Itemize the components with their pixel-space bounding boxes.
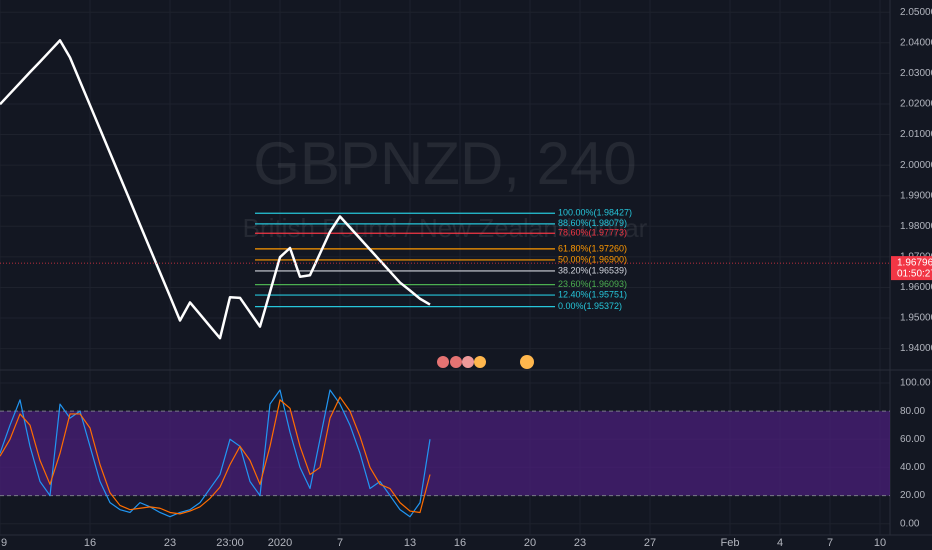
countdown-label: 01:50:27: [897, 269, 932, 280]
event-icon: [462, 356, 474, 368]
event-icons: [437, 355, 534, 369]
y-tick-label: 2.00000: [900, 160, 932, 171]
y-tick-label: 40.00: [900, 462, 925, 473]
y-tick-label: 1.98000: [900, 221, 932, 232]
fib-label: 38.20%(1.96539): [558, 265, 627, 275]
y-tick-label: 20.00: [900, 490, 925, 501]
y-tick-label: 2.01000: [900, 129, 932, 140]
event-icon: [450, 356, 462, 368]
x-tick-label: 10: [874, 537, 886, 549]
fib-label: 61.80%(1.97260): [558, 243, 627, 253]
event-icon: [520, 355, 534, 369]
event-icon: [437, 356, 449, 368]
y-tick-label: 80.00: [900, 406, 925, 417]
x-tick-label: 16: [84, 537, 96, 549]
x-tick-label: 13: [404, 537, 416, 549]
x-tick-label: 20: [524, 537, 536, 549]
x-tick-label: 7: [337, 537, 343, 549]
y-tick-label: 2.04000: [900, 37, 932, 48]
y-tick-label: 2.03000: [900, 68, 932, 79]
y-tick-label: 1.99000: [900, 190, 932, 201]
y-tick-label: 1.95000: [900, 313, 932, 324]
watermark-name: British Pound / New Zealand Dollar: [243, 213, 648, 243]
x-tick-label: 23: [164, 537, 176, 549]
x-tick-label: 23:00: [216, 537, 244, 549]
x-tick-label: 9: [1, 537, 7, 549]
y-tick-label: 1.96000: [900, 282, 932, 293]
fib-label: 0.00%(1.95372): [558, 301, 622, 311]
x-tick-label: 4: [777, 537, 783, 549]
stochastic-band: [0, 411, 890, 496]
y-tick-label: 0.00: [900, 518, 920, 529]
y-tick-label: 2.02000: [900, 99, 932, 110]
y-tick-label: 100.00: [900, 378, 931, 389]
x-tick-label: 2020: [268, 537, 292, 549]
series-line: [0, 389, 431, 518]
x-tick-label: 27: [644, 537, 656, 549]
x-tick-label: 16: [454, 537, 466, 549]
last-price-label: 1.96796: [897, 258, 932, 269]
fib-label: 78.60%(1.97773): [558, 228, 627, 238]
fib-label: 100.00%(1.98427): [558, 208, 632, 218]
series-line: [0, 39, 431, 340]
y-tick-label: 1.94000: [900, 343, 932, 354]
y-tick-label: 60.00: [900, 434, 925, 445]
fib-label: 23.60%(1.96093): [558, 279, 627, 289]
fib-label: 88.60%(1.98079): [558, 218, 627, 228]
series-line: [0, 396, 431, 515]
last-price-tag: [891, 256, 932, 281]
fib-label: 50.00%(1.96900): [558, 254, 627, 264]
x-tick-label: Feb: [721, 537, 740, 549]
x-tick-label: 23: [574, 537, 586, 549]
fib-label: 12.40%(1.95751): [558, 289, 627, 299]
watermark-symbol: GBPNZD, 240: [253, 130, 636, 197]
y-tick-label: 2.05000: [900, 7, 932, 18]
event-icon: [474, 356, 486, 368]
x-tick-label: 7: [827, 537, 833, 549]
